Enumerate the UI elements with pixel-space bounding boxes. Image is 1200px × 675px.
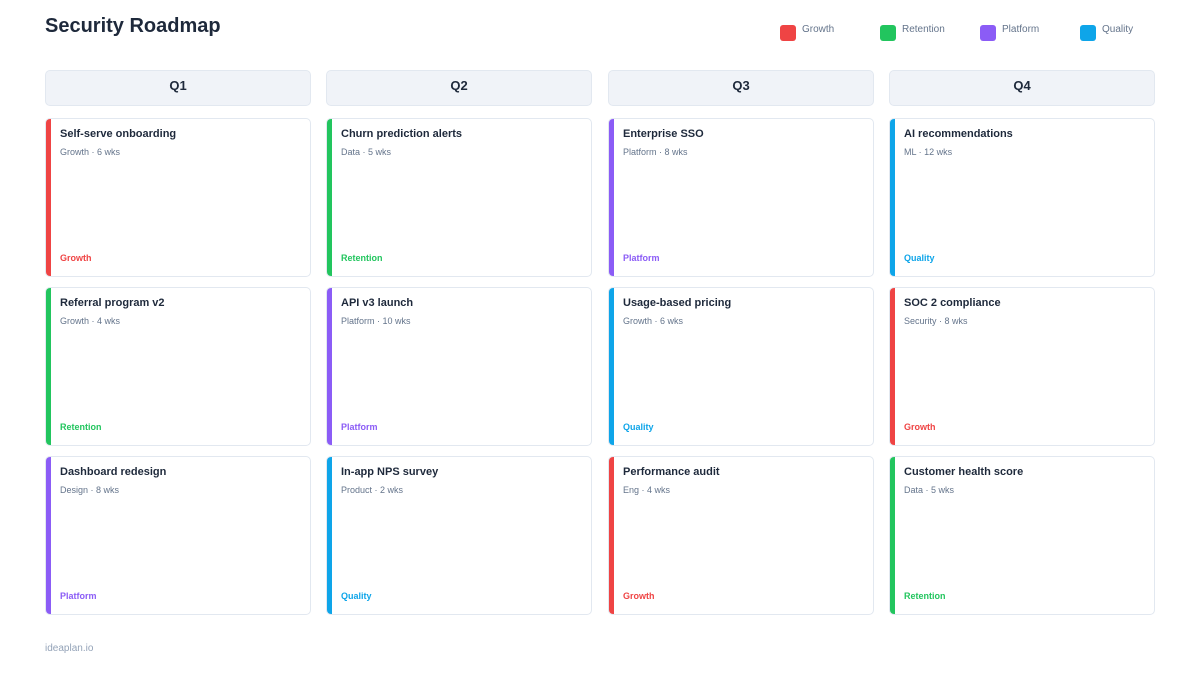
column-header: Q3 [608,70,874,106]
card-meta: Platform · 8 wks [623,147,688,157]
column-q4: Q4 AI recommendations ML · 12 wks Quality SO… [889,70,1155,615]
card-title: Performance audit [623,466,720,478]
card-tag: Quality [904,253,935,263]
roadmap-card[interactable]: Customer health score Data · 5 wks Retenti… [889,456,1155,615]
roadmap-card[interactable]: Usage-based pricing Growth · 6 wks Quality [608,287,874,446]
card-tag: Growth [623,591,655,601]
card-meta: Growth · 4 wks [60,316,121,326]
legend-swatch [1080,25,1096,41]
column-header: Q4 [889,70,1155,106]
legend-swatch [880,25,896,41]
card-tag: Retention [60,422,102,432]
legend-swatch [780,25,796,41]
roadmap-card[interactable]: In-app NPS survey Product · 2 wks Quality [326,456,592,615]
card-meta: Data · 5 wks [904,485,955,495]
card-tag: Platform [60,591,97,601]
card-title: SOC 2 compliance [904,297,1001,309]
legend-item-platform: Platform [980,24,1080,41]
roadmap-card[interactable]: API v3 launch Platform · 10 wks Platform [326,287,592,446]
card-title: Churn prediction alerts [341,128,463,140]
footer-brand: ideaplan.io [45,643,94,654]
card-meta: Design · 8 wks [60,485,120,495]
card-tag: Platform [623,253,660,263]
card-title: Usage-based pricing [623,297,732,309]
card-meta: ML · 12 wks [904,147,953,157]
category-bar [46,288,51,445]
category-bar [609,119,614,276]
legend-item-retention: Retention [880,24,980,41]
card-title: Dashboard redesign [60,466,167,478]
card-title: Referral program v2 [60,297,165,309]
card-meta: Growth · 6 wks [60,147,121,157]
legend: Growth Retention Platform Quality [780,24,1180,41]
card-tag: Quality [341,591,372,601]
card-title: Customer health score [904,466,1024,478]
card-title: API v3 launch [341,297,414,309]
roadmap-card[interactable]: Churn prediction alerts Data · 5 wks Reten… [326,118,592,277]
column-q2: Q2 Churn prediction alerts Data · 5 wks Ret… [326,70,592,615]
card-meta: Growth · 6 wks [623,316,684,326]
legend-label: Quality [1102,24,1134,35]
card-meta: Data · 5 wks [341,147,392,157]
column-header: Q2 [326,70,592,106]
category-bar [327,457,332,614]
legend-label: Platform [1002,24,1040,35]
card-tag: Growth [904,422,936,432]
legend-label: Growth [802,24,835,35]
card-title: In-app NPS survey [341,466,439,478]
category-bar [609,457,614,614]
roadmap-card[interactable]: Referral program v2 Growth · 4 wks Retenti… [45,287,311,446]
roadmap-card[interactable]: SOC 2 compliance Security · 8 wks Growth [889,287,1155,446]
legend-item-quality: Quality [1080,24,1180,41]
category-bar [609,288,614,445]
column-q1: Q1 Self-serve onboarding Growth · 6 wks Gro… [45,70,311,615]
card-title: Self-serve onboarding [60,128,177,140]
category-bar [327,119,332,276]
category-bar [46,119,51,276]
category-bar [46,457,51,614]
legend-item-growth: Growth [780,24,880,41]
category-bar [890,457,895,614]
card-meta: Security · 8 wks [904,316,968,326]
category-bar [890,119,895,276]
roadmap-card[interactable]: Self-serve onboarding Growth · 6 wks Growt… [45,118,311,277]
card-tag: Growth [60,253,92,263]
roadmap-card[interactable]: AI recommendations ML · 12 wks Quality [889,118,1155,277]
legend-label: Retention [902,24,945,35]
card-title: AI recommendations [904,128,1013,140]
card-tag: Retention [904,591,946,601]
card-meta: Eng · 4 wks [623,485,671,495]
card-tag: Platform [341,422,378,432]
category-bar [327,288,332,445]
roadmap-card[interactable]: Performance audit Eng · 4 wks Growth [608,456,874,615]
card-title: Enterprise SSO [623,128,704,140]
legend-swatch [980,25,996,41]
roadmap-card[interactable]: Enterprise SSO Platform · 8 wks Platform [608,118,874,277]
card-tag: Retention [341,253,383,263]
roadmap-card[interactable]: Dashboard redesign Design · 8 wks Platform [45,456,311,615]
card-tag: Quality [623,422,654,432]
card-meta: Platform · 10 wks [341,316,411,326]
column-header: Q1 [45,70,311,106]
category-bar [890,288,895,445]
page-title: Security Roadmap [45,15,221,37]
card-meta: Product · 2 wks [341,485,404,495]
column-q3: Q3 Enterprise SSO Platform · 8 wks Platform… [608,70,874,615]
